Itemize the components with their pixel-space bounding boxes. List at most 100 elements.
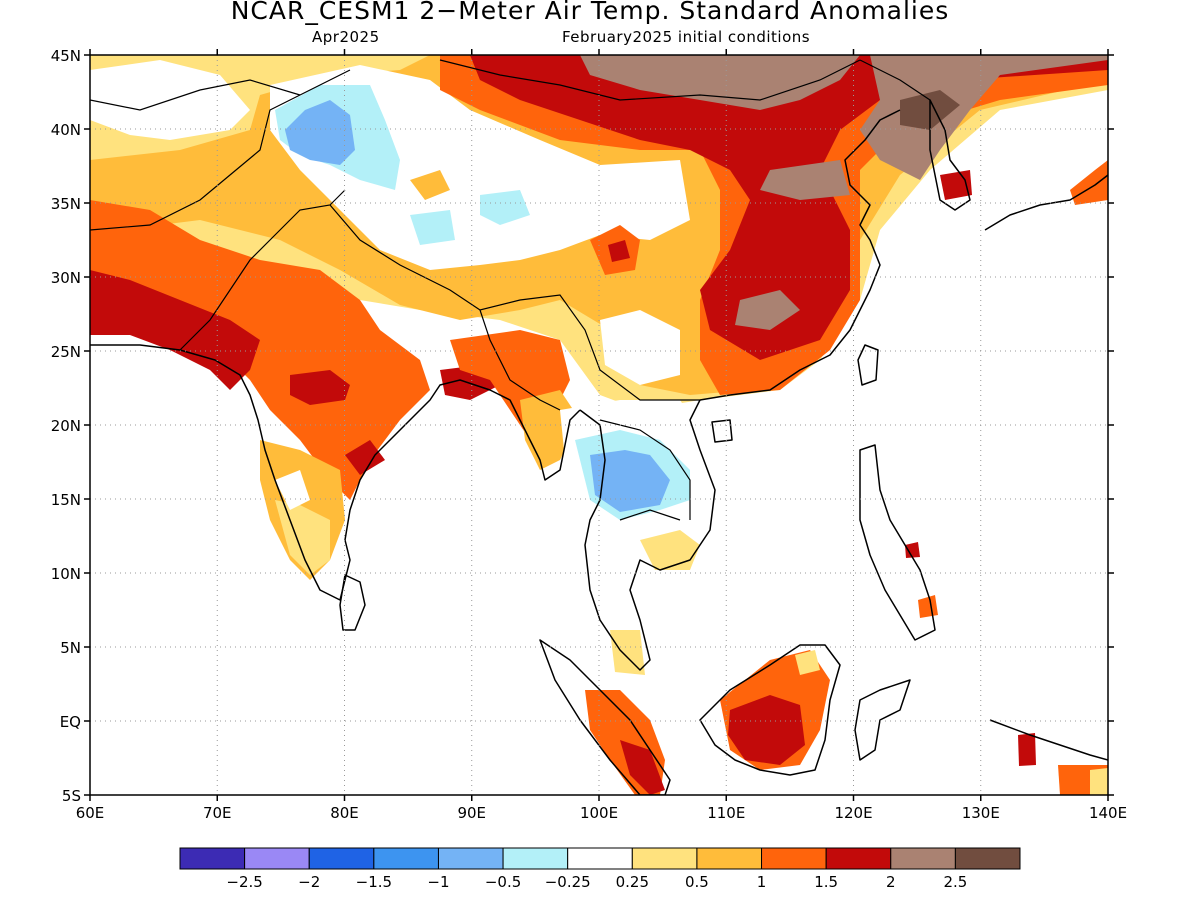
- colorbar-swatch: [244, 847, 310, 870]
- colorbar-swatch: [308, 847, 375, 870]
- colorbar-label: −0.5: [485, 873, 521, 891]
- colorbar-label: 1: [757, 873, 767, 891]
- indochina-coast: [579, 399, 716, 671]
- country-borders: [90, 59, 931, 521]
- indochina-cool: [590, 450, 670, 512]
- lat-tick-label: 30N: [51, 269, 81, 287]
- tibet-red-spot: [608, 240, 630, 262]
- malaysia-yellow: [610, 630, 645, 675]
- india-white-south: [275, 470, 310, 510]
- borneo-coast: [699, 644, 841, 776]
- colorbar-swatch: [631, 847, 698, 870]
- korea-red: [940, 170, 972, 200]
- colorbar-swatch: [761, 847, 827, 870]
- sri-lanka-coast: [339, 574, 366, 631]
- coastlines: [90, 99, 1108, 795]
- india-red-east: [345, 440, 385, 475]
- lon-tick-label: 60E: [76, 804, 105, 822]
- india-red-center: [290, 370, 350, 405]
- forecast-month: Apr2025: [312, 28, 380, 46]
- map-title: NCAR_CESM1 2−Meter Air Temp. Standard An…: [230, 0, 950, 25]
- vietnam-yellow: [640, 530, 700, 570]
- colorbar-swatch: [437, 847, 504, 870]
- border-mongolia: [439, 59, 861, 101]
- lon-tick-label: 130E: [962, 804, 1000, 822]
- borneo-red: [728, 695, 805, 765]
- map-axes: 60E 70E 80E 90E 100E 110E 120E 130E 140E 45N 40N 35…: [51, 47, 1127, 822]
- lon-tick-label: 120E: [834, 804, 872, 822]
- sulawesi-coast: [854, 679, 911, 761]
- lon-tick-label: 90E: [457, 804, 486, 822]
- border-pakistan-afghanistan: [90, 69, 351, 231]
- lon-tick-label: 70E: [203, 804, 232, 822]
- philippines-orange: [918, 595, 938, 618]
- lat-tick-label: 10N: [51, 565, 81, 583]
- xinjiang-cool: [285, 100, 355, 165]
- border-laos-vietnam: [599, 419, 691, 520]
- sumatra-red: [620, 740, 665, 795]
- sumatra-coast: [539, 639, 671, 795]
- south-china-coast: [699, 109, 901, 401]
- colorbar-swatch: [502, 847, 569, 870]
- border-north-china: [859, 59, 931, 101]
- lon-tick-label: 80E: [330, 804, 359, 822]
- mongolia-brown: [580, 55, 860, 110]
- map-grid: [90, 55, 1108, 795]
- lon-tick-label: 100E: [580, 804, 618, 822]
- colorbar-swatch: [179, 847, 246, 870]
- colorbar-swatch: [890, 847, 956, 870]
- colorbar: −2.5 −2 −1.5 −1 −0.5 −0.25 0.25 0.5 1 1.5 2 2.5: [179, 847, 1021, 891]
- lat-tick-label: 15N: [51, 491, 81, 509]
- colorbar-swatch: [567, 847, 633, 870]
- north-china-brown: [760, 160, 850, 200]
- lat-tick-label: 45N: [51, 47, 81, 65]
- colorbar-label: 2: [886, 873, 896, 891]
- border-central-asia: [90, 79, 301, 111]
- border-china-south: [329, 204, 700, 401]
- colorbar-label: −0.25: [545, 873, 591, 891]
- colorbar-swatch: [373, 847, 439, 870]
- philippines-coast: [859, 444, 936, 641]
- colorbar-label: 2.5: [943, 873, 967, 891]
- tibet-orange-spot: [410, 170, 450, 200]
- lat-tick-label: EQ: [60, 713, 81, 731]
- lat-tick-label: 25N: [51, 343, 81, 361]
- border-myanmar: [479, 309, 561, 411]
- lat-tick-label: 40N: [51, 121, 81, 139]
- lon-tick-label: 110E: [707, 804, 745, 822]
- lat-tick-label: 20N: [51, 417, 81, 435]
- colorbar-swatch: [825, 847, 892, 870]
- south-china-brown: [735, 290, 800, 330]
- south-asia-coast: [90, 344, 581, 601]
- new-guinea-coast: [989, 719, 1108, 761]
- colorbar-label: 0.25: [616, 873, 649, 891]
- colorbar-label: 0.5: [685, 873, 709, 891]
- northeast-brown: [860, 55, 1108, 180]
- korea-coast: [929, 99, 971, 211]
- colorbar-swatch: [954, 847, 1021, 870]
- lat-tick-label: 5S: [62, 787, 81, 805]
- new-guinea-yellow: [1090, 768, 1108, 795]
- colorbar-label: −1: [427, 873, 449, 891]
- borneo-yellow: [795, 650, 820, 675]
- colorbar-label: −1.5: [356, 873, 392, 891]
- initial-conditions-label: February2025 initial conditions: [562, 28, 811, 46]
- border-india-pakistan: [179, 189, 346, 351]
- tibet-cool-spot-2: [410, 210, 455, 245]
- colorbar-swatch: [696, 847, 763, 870]
- border-thailand-cambodia: [619, 509, 681, 521]
- tibet-cool-spot-1: [480, 190, 530, 225]
- colorbar-label: −2: [298, 873, 320, 891]
- lon-tick-label: 140E: [1089, 804, 1127, 822]
- hainan-coast: [711, 419, 733, 443]
- lat-tick-label: 5N: [60, 639, 81, 657]
- north-china-red: [470, 55, 1108, 360]
- colorbar-label: −2.5: [226, 873, 262, 891]
- new-guinea-red: [1018, 733, 1036, 766]
- lat-tick-label: 35N: [51, 195, 81, 213]
- philippines-red: [905, 542, 920, 558]
- yunnan-neutral: [600, 310, 680, 385]
- taiwan-coast: [857, 344, 879, 386]
- colorbar-label: 1.5: [814, 873, 838, 891]
